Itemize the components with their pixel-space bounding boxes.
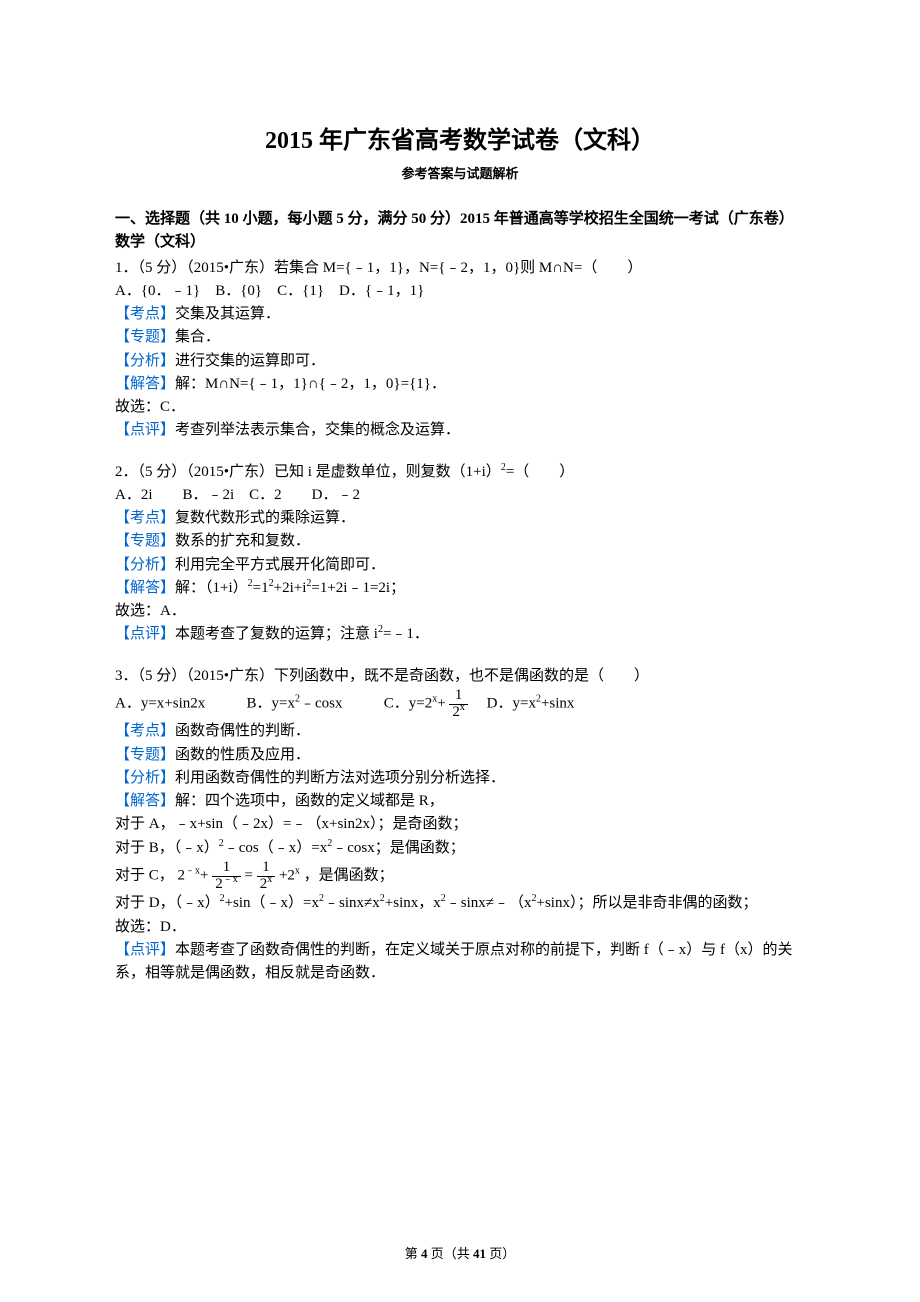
q1-options: A．{0．﹣1} B．{0} C．{1} D．{﹣1，1} (115, 280, 805, 303)
label-kaodian: 【考点】 (115, 510, 175, 526)
label-kaodian: 【考点】 (115, 723, 175, 739)
label-dianping: 【点评】 (115, 942, 175, 958)
label-fenxi: 【分析】 (115, 353, 175, 369)
page-footer: 第 4 页（共 41 页） (0, 1243, 920, 1262)
q1-kaodian: 【考点】交集及其运算． (115, 303, 805, 326)
label-fenxi: 【分析】 (115, 770, 175, 786)
fraction: 12x (257, 860, 276, 893)
section-heading: 一、选择题（共 10 小题，每小题 5 分，满分 50 分）2015 年普通高等… (115, 208, 805, 255)
q3-kaodian: 【考点】函数奇偶性的判断． (115, 720, 805, 743)
q1-jieda2: 故选：C． (115, 396, 805, 419)
q3-line-f: 故选：D． (115, 916, 805, 939)
label-zhuanti: 【专题】 (115, 533, 175, 549)
q3-fenxi: 【分析】利用函数奇偶性的判断方法对选项分别分析选择． (115, 767, 805, 790)
q2-jieda: 【解答】解：（1+i）2=12+2i+i2=1+2i﹣1=2i； (115, 577, 805, 600)
q2-options: A．2i B．﹣2i C．2 D．﹣2 (115, 484, 805, 507)
label-fenxi: 【分析】 (115, 557, 175, 573)
label-jieda: 【解答】 (115, 793, 175, 809)
q2-fenxi: 【分析】利用完全平方式展开化简即可． (115, 554, 805, 577)
label-zhuanti: 【专题】 (115, 747, 175, 763)
page: 2015 年广东省高考数学试卷（文科） 参考答案与试题解析 一、选择题（共 10… (0, 0, 920, 1302)
q3-line-e: 对于 D，（﹣x）2+sin（﹣x）=x2﹣sinx≠x2+sinx，x2﹣si… (115, 892, 805, 915)
label-dianping: 【点评】 (115, 422, 175, 438)
page-subtitle: 参考答案与试题解析 (115, 163, 805, 182)
q3-dianping: 【点评】本题考查了函数奇偶性的判断，在定义域关于原点对称的前提下，判断 f（﹣x… (115, 939, 805, 986)
page-title: 2015 年广东省高考数学试卷（文科） (115, 120, 805, 155)
q3-options: A．y=x+sin2x B．y=x2﹣cosx C．y=2x+ 12x D．y=… (115, 688, 805, 721)
q1-stem: 1．（5 分）（2015•广东）若集合 M={﹣1，1}，N={﹣2，1，0}则… (115, 257, 805, 280)
q2-kaodian: 【考点】复数代数形式的乘除运算． (115, 507, 805, 530)
q2-stem: 2．（5 分）（2015•广东）已知 i 是虚数单位，则复数（1+i）2=（ ） (115, 461, 805, 484)
q1-zhuanti: 【专题】集合． (115, 326, 805, 349)
q2-zhuanti: 【专题】数系的扩充和复数． (115, 530, 805, 553)
q2-jieda2: 故选：A． (115, 600, 805, 623)
page-total: 41 (473, 1246, 486, 1261)
label-jieda: 【解答】 (115, 580, 175, 596)
q3-line-d: 对于 C， 2﹣x+ 12﹣x = 12x +2x ，是偶函数； (115, 860, 805, 893)
label-jieda: 【解答】 (115, 376, 175, 392)
q1-fenxi: 【分析】进行交集的运算即可． (115, 350, 805, 373)
q1-dianping: 【点评】考查列举法表示集合，交集的概念及运算． (115, 419, 805, 442)
question-2: 2．（5 分）（2015•广东）已知 i 是虚数单位，则复数（1+i）2=（ ）… (115, 461, 805, 647)
label-kaodian: 【考点】 (115, 306, 175, 322)
q3-zhuanti: 【专题】函数的性质及应用． (115, 744, 805, 767)
q1-jieda: 【解答】解：M∩N={﹣1，1}∩{﹣2，1，0}={1}． (115, 373, 805, 396)
label-dianping: 【点评】 (115, 626, 175, 642)
fraction: 12﹣x (212, 860, 241, 893)
question-1: 1．（5 分）（2015•广东）若集合 M={﹣1，1}，N={﹣2，1，0}则… (115, 257, 805, 443)
q3-line-b: 对于 A，﹣x+sin（﹣2x）=﹣（x+sin2x）；是奇函数； (115, 813, 805, 836)
q3-jieda-a: 【解答】解：四个选项中，函数的定义域都是 R， (115, 790, 805, 813)
q3-stem: 3．（5 分）（2015•广东）下列函数中，既不是奇函数，也不是偶函数的是（ ） (115, 665, 805, 688)
q2-dianping: 【点评】本题考查了复数的运算；注意 i2=﹣1． (115, 623, 805, 646)
fraction: 12x (449, 688, 468, 721)
label-zhuanti: 【专题】 (115, 329, 175, 345)
question-3: 3．（5 分）（2015•广东）下列函数中，既不是奇函数，也不是偶函数的是（ ）… (115, 665, 805, 986)
q3-line-c: 对于 B，（﹣x）2﹣cos（﹣x）=x2﹣cosx；是偶函数； (115, 837, 805, 860)
